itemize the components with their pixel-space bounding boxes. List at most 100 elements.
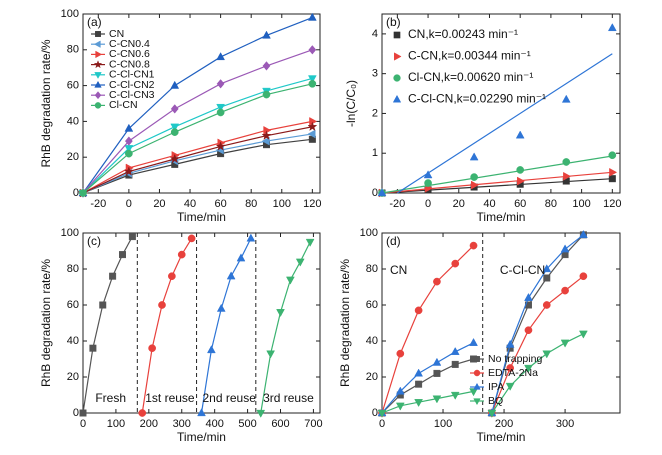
- marker: [197, 408, 206, 417]
- legend-label: C-Cl-CN2: [109, 79, 155, 91]
- marker: [414, 306, 423, 315]
- legend-label: CN,k=0.00243 min⁻¹: [408, 27, 518, 41]
- legend-label: IPA: [488, 381, 504, 393]
- marker: [187, 234, 196, 243]
- y-tick-label: 0: [372, 187, 378, 199]
- marker: [216, 103, 225, 112]
- x-axis-label: Time/min: [477, 210, 526, 224]
- legend-label: CN: [109, 28, 124, 40]
- marker: [607, 23, 617, 32]
- marker: [261, 136, 270, 146]
- series-line: [141, 238, 193, 414]
- marker: [451, 259, 460, 268]
- marker: [505, 382, 515, 391]
- marker: [542, 350, 552, 359]
- x-tick-label: 80: [545, 198, 557, 210]
- marker: [470, 180, 479, 190]
- legend-label: BQ: [488, 395, 503, 407]
- x-axis-label: Time/min: [177, 210, 226, 224]
- marker: [469, 152, 479, 161]
- marker: [216, 303, 226, 312]
- marker: [215, 141, 226, 151]
- panel-label: (c): [87, 234, 101, 248]
- marker: [158, 301, 166, 309]
- x-tick-label: 100: [572, 198, 590, 210]
- marker: [469, 241, 478, 250]
- marker: [451, 360, 459, 368]
- marker: [414, 399, 423, 408]
- marker: [256, 409, 266, 418]
- x-tick-label: 100: [107, 418, 125, 430]
- legend-marker: [473, 382, 481, 390]
- x-tick-label: 200: [140, 418, 158, 430]
- marker: [285, 276, 295, 285]
- x-tick-label: 500: [238, 418, 256, 430]
- marker: [433, 369, 441, 377]
- x-tick-label: 100: [273, 198, 291, 210]
- marker: [579, 229, 588, 238]
- x-tick-label: 100: [434, 418, 452, 430]
- panel-label: (b): [386, 15, 401, 29]
- marker: [609, 167, 618, 177]
- marker: [515, 130, 525, 139]
- y-tick-label: 20: [67, 151, 79, 163]
- x-tick-label: 20: [453, 198, 465, 210]
- y-tick-label: 80: [366, 263, 378, 275]
- panel-label: (a): [87, 15, 102, 29]
- legend-marker: [393, 31, 401, 39]
- marker: [216, 79, 225, 89]
- series-label: 2nd reuse: [203, 391, 257, 405]
- series-line: [82, 49, 313, 194]
- y-tick-label: 80: [67, 263, 79, 275]
- marker: [608, 175, 616, 183]
- marker: [579, 272, 588, 281]
- marker: [226, 271, 236, 280]
- x-tick-label: 60: [214, 198, 226, 210]
- y-tick-label: 40: [366, 335, 378, 347]
- marker: [562, 158, 571, 166]
- marker: [560, 244, 570, 253]
- marker: [261, 130, 272, 140]
- plot-frame: [381, 232, 621, 414]
- y-tick-label: 60: [67, 299, 79, 311]
- x-tick-label: 600: [271, 418, 289, 430]
- series-line: [260, 241, 311, 414]
- marker: [79, 409, 87, 417]
- x-tick-label: 120: [303, 198, 321, 210]
- y-tick-label: 100: [61, 8, 79, 20]
- marker: [89, 344, 97, 352]
- marker: [377, 188, 387, 197]
- marker: [128, 233, 136, 241]
- legend-marker: [94, 91, 102, 100]
- y-tick-label: 0: [73, 187, 79, 199]
- marker: [246, 233, 256, 242]
- marker: [99, 301, 107, 309]
- marker: [415, 380, 423, 388]
- series-line: [82, 133, 313, 194]
- marker: [170, 123, 180, 132]
- marker: [524, 292, 533, 301]
- y-axis-label: RhB degradation rate/%: [338, 259, 352, 387]
- series-label: Fresh: [95, 391, 126, 405]
- series-line: [82, 77, 313, 194]
- legend-marker: [473, 369, 481, 377]
- y-tick-label: 3: [372, 68, 378, 80]
- marker: [308, 79, 317, 88]
- marker: [433, 277, 441, 286]
- legend-label: C-CN0.8: [109, 58, 150, 70]
- marker: [307, 129, 316, 139]
- marker: [543, 274, 551, 282]
- legend-marker: [94, 72, 102, 79]
- series-line: [381, 342, 474, 414]
- legend-marker: [95, 31, 101, 37]
- x-tick-label: 40: [184, 198, 196, 210]
- legend-marker: [394, 52, 402, 61]
- marker: [295, 258, 305, 267]
- marker: [524, 364, 533, 373]
- marker: [262, 90, 271, 99]
- x-tick-label: -20: [90, 198, 106, 210]
- y-tick-label: 40: [67, 335, 79, 347]
- marker: [305, 238, 315, 247]
- fit-line: [381, 171, 613, 194]
- fit-line: [381, 178, 613, 194]
